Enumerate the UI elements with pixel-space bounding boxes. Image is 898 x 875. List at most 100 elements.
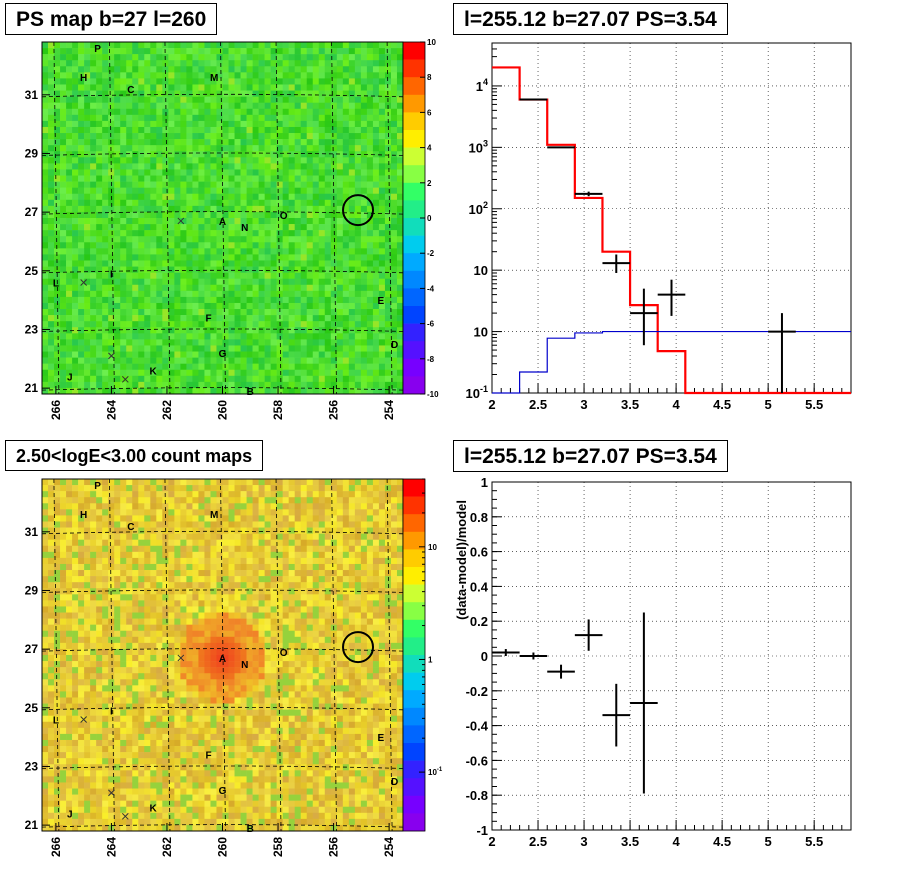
heatmap-cell [210, 199, 217, 207]
heatmap-cell [72, 764, 79, 771]
heatmap-cell [102, 193, 109, 201]
heatmap-cell [84, 145, 91, 152]
heatmap-cell [288, 114, 295, 122]
heatmap-cell [318, 193, 326, 201]
heatmap-cell [354, 302, 362, 310]
heatmap-cell [264, 290, 271, 298]
heatmap-cell [66, 284, 73, 292]
heatmap-cell [138, 327, 145, 334]
heatmap-cell [54, 260, 61, 267]
heatmap-cell [228, 151, 235, 158]
heatmap-cell [84, 242, 91, 249]
heatmap-cell [90, 230, 97, 237]
heatmap-cell [336, 72, 344, 79]
grid-line-lon [331, 41, 337, 395]
heatmap-cell [174, 375, 181, 383]
heatmap-cell [258, 381, 265, 389]
heatmap-cell [348, 266, 356, 273]
heatmap-cell [54, 333, 61, 340]
heatmap-cell [132, 290, 139, 298]
heatmap-cell [96, 133, 103, 140]
heatmap-cell [132, 169, 139, 176]
heatmap-cell [312, 60, 320, 67]
heatmap-cell [96, 594, 103, 601]
heatmap-cell [282, 145, 289, 152]
heatmap-cell [276, 187, 283, 195]
heatmap-cell [96, 102, 103, 110]
heatmap-cell [318, 333, 326, 340]
heatmap-cell [288, 133, 295, 140]
heatmap-cell [336, 163, 344, 170]
heatmap-cell [252, 296, 259, 304]
heatmap-cell [132, 278, 139, 286]
heatmap-cell [48, 351, 55, 358]
heatmap-cell [384, 375, 392, 383]
heatmap-cell [390, 284, 398, 292]
heatmap-cell [228, 175, 235, 182]
heatmap-cell [156, 685, 163, 692]
heatmap-cell [318, 345, 326, 352]
heatmap-cell [354, 84, 362, 91]
heatmap-cell [174, 302, 181, 310]
heatmap-cell [168, 66, 175, 73]
heatmap-cell [312, 345, 320, 352]
heatmap-cell [96, 570, 103, 577]
heatmap-cell [42, 272, 49, 279]
heatmap-cell [132, 606, 139, 613]
heatmap-cell [60, 491, 67, 498]
heatmap-cell [114, 479, 121, 486]
heatmap-cell [162, 752, 169, 759]
heatmap-cell [372, 290, 380, 298]
heatmap-cell [114, 230, 121, 237]
heatmap-cell [48, 309, 55, 316]
heatmap-cell [90, 48, 97, 55]
heatmap-cell [108, 133, 115, 140]
heatmap-cell [174, 387, 181, 395]
heatmap-cell [66, 151, 73, 158]
heatmap-cell [222, 339, 229, 346]
heatmap-cell [162, 800, 169, 808]
heatmap-cell [162, 230, 169, 237]
heatmap-cell [336, 302, 344, 310]
heatmap-cell [132, 582, 139, 589]
heatmap-cell [198, 139, 205, 146]
heatmap-cell [306, 315, 314, 322]
heatmap-cell [144, 266, 151, 273]
heatmap-cell [198, 284, 205, 292]
heatmap-cell [102, 187, 109, 195]
heatmap-cell [162, 387, 169, 395]
heatmap-cell [186, 78, 193, 85]
heatmap-cell [54, 224, 61, 231]
heatmap-cell [108, 479, 115, 486]
heatmap-cell [390, 224, 398, 231]
heatmap-cell [234, 54, 241, 61]
heatmap-cell [156, 812, 163, 820]
heatmap-cell [174, 42, 181, 49]
heatmap-cell [162, 139, 169, 146]
heatmap-cell [84, 78, 91, 85]
heatmap-cell [366, 66, 374, 73]
heatmap-cell [138, 102, 145, 110]
heatmap-cell [246, 333, 253, 340]
heatmap-cell [216, 96, 223, 103]
heatmap-cell [390, 96, 398, 103]
heatmap-cell [66, 636, 73, 644]
coordinate-grid [41, 41, 404, 395]
heatmap-cell [174, 157, 181, 164]
heatmap-cell [114, 709, 121, 716]
heatmap-cell [138, 655, 145, 662]
heatmap-cell [234, 96, 241, 103]
heatmap-cell [162, 576, 169, 583]
heatmap-cell [378, 96, 386, 103]
heatmap-cell [258, 199, 265, 207]
heatmap-cell [66, 576, 73, 583]
heatmap-cell [168, 254, 175, 261]
heatmap-cell [66, 697, 73, 704]
heatmap-cell [42, 758, 49, 765]
heatmap-cell [324, 290, 332, 298]
heatmap-cell [390, 120, 398, 128]
heatmap-cell [306, 321, 314, 328]
heatmap-cell [132, 812, 139, 820]
heatmap-cell [294, 321, 302, 328]
heatmap-cell [60, 278, 67, 286]
